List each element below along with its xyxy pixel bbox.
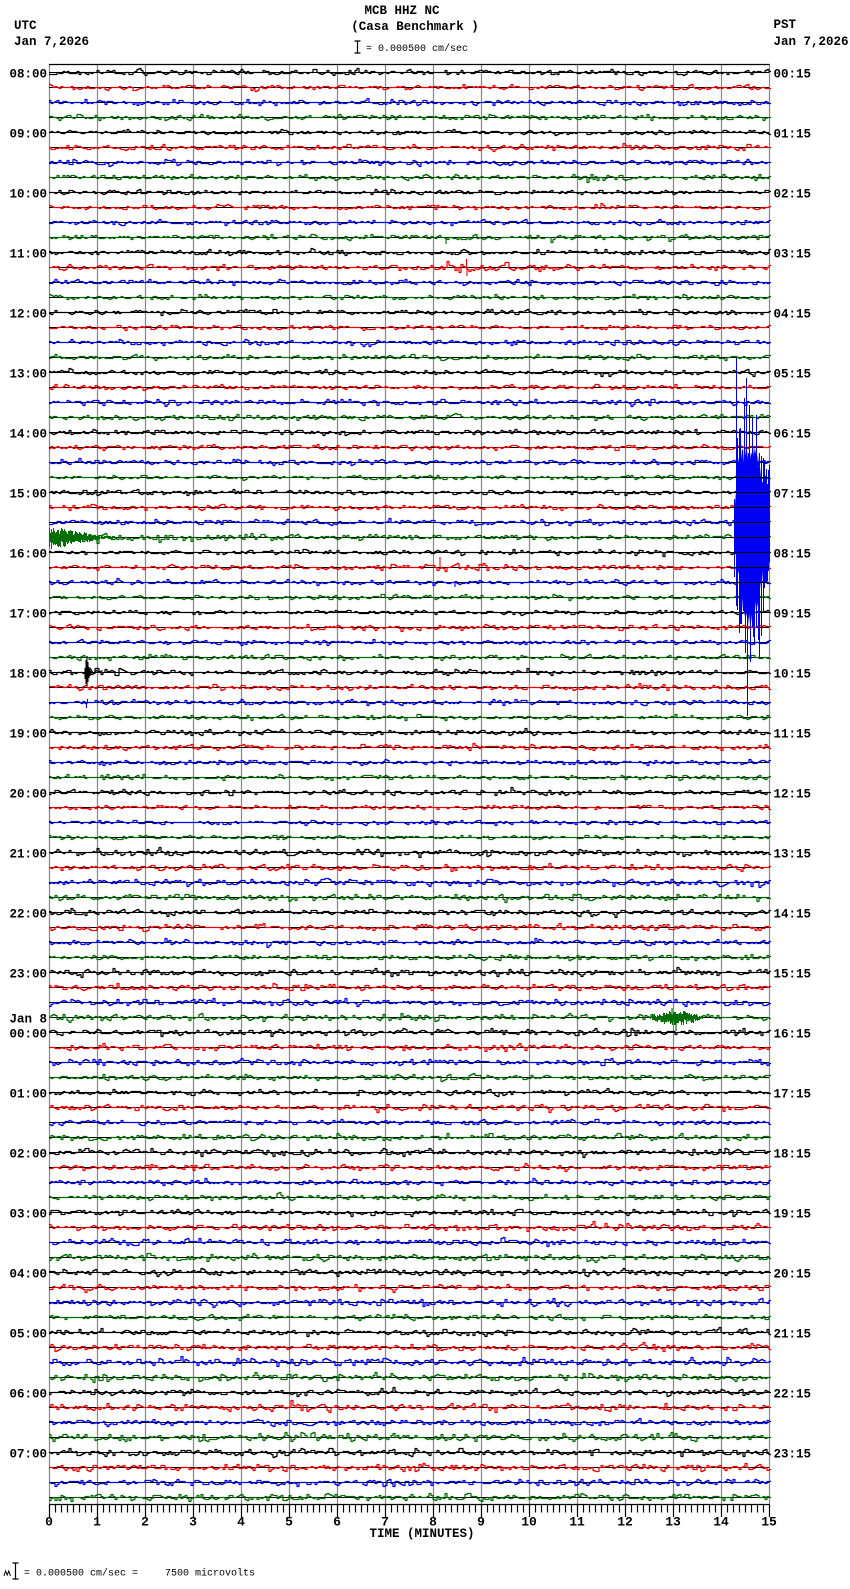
svg-text:00:00: 00:00 <box>9 1028 47 1042</box>
svg-text:23:00: 23:00 <box>9 968 47 982</box>
svg-text:17:00: 17:00 <box>9 608 47 622</box>
svg-text:04:15: 04:15 <box>774 308 812 322</box>
svg-text:Jan 7,2026: Jan 7,2026 <box>774 35 849 49</box>
svg-text:13: 13 <box>665 1515 681 1530</box>
svg-text:04:00: 04:00 <box>9 1268 47 1282</box>
svg-text:21:15: 21:15 <box>774 1328 812 1342</box>
svg-text:21:00: 21:00 <box>9 848 47 862</box>
svg-text:02:15: 02:15 <box>774 188 812 202</box>
svg-text:13:15: 13:15 <box>774 848 812 862</box>
svg-text:Jan 8: Jan 8 <box>9 1013 47 1027</box>
svg-text:17:15: 17:15 <box>774 1088 812 1102</box>
svg-text:Jan 7,2026: Jan 7,2026 <box>14 35 89 49</box>
svg-text:11:00: 11:00 <box>9 248 47 262</box>
svg-text:06:00: 06:00 <box>9 1388 47 1402</box>
svg-text:02:00: 02:00 <box>9 1148 47 1162</box>
svg-text:08:15: 08:15 <box>774 548 812 562</box>
svg-text:= 0.000500 cm/sec =: = 0.000500 cm/sec = <box>24 1568 138 1580</box>
svg-text:03:15: 03:15 <box>774 248 812 262</box>
svg-text:22:00: 22:00 <box>9 908 47 922</box>
svg-text:14:15: 14:15 <box>774 908 812 922</box>
svg-text:4: 4 <box>237 1515 245 1530</box>
svg-text:20:15: 20:15 <box>774 1268 812 1282</box>
svg-text:00:15: 00:15 <box>774 68 812 82</box>
svg-text:01:00: 01:00 <box>9 1088 47 1102</box>
svg-text:11:15: 11:15 <box>774 728 812 742</box>
svg-text:13:00: 13:00 <box>9 368 47 382</box>
svg-text:08:00: 08:00 <box>9 68 47 82</box>
svg-text:19:15: 19:15 <box>774 1208 812 1222</box>
svg-text:09:00: 09:00 <box>9 128 47 142</box>
svg-text:10: 10 <box>521 1515 537 1530</box>
svg-text:8: 8 <box>429 1515 437 1530</box>
svg-text:6: 6 <box>333 1515 341 1530</box>
svg-text:14: 14 <box>713 1515 729 1530</box>
svg-text:09:15: 09:15 <box>774 608 812 622</box>
svg-text:UTC: UTC <box>14 19 37 33</box>
svg-text:05:00: 05:00 <box>9 1328 47 1342</box>
svg-text:PST: PST <box>774 18 797 32</box>
svg-text:06:15: 06:15 <box>774 428 812 442</box>
svg-text:11: 11 <box>569 1515 585 1530</box>
svg-text:20:00: 20:00 <box>9 788 47 802</box>
svg-text:12: 12 <box>617 1515 633 1530</box>
svg-text:15: 15 <box>761 1515 777 1530</box>
svg-text:1: 1 <box>93 1515 101 1530</box>
svg-text:0: 0 <box>45 1515 53 1530</box>
svg-text:03:00: 03:00 <box>9 1208 47 1222</box>
svg-text:10:15: 10:15 <box>774 668 812 682</box>
svg-text:15:00: 15:00 <box>9 488 47 502</box>
svg-text:7: 7 <box>381 1515 389 1530</box>
svg-text:= 0.000500 cm/sec: = 0.000500 cm/sec <box>366 43 468 55</box>
svg-text:10:00: 10:00 <box>9 188 47 202</box>
svg-text:18:15: 18:15 <box>774 1148 812 1162</box>
svg-text:16:00: 16:00 <box>9 548 47 562</box>
svg-text:22:15: 22:15 <box>774 1388 812 1402</box>
svg-text:01:15: 01:15 <box>774 128 812 142</box>
svg-text:MCB HHZ NC: MCB HHZ NC <box>364 4 440 18</box>
svg-text:3: 3 <box>189 1515 197 1530</box>
svg-text:12:00: 12:00 <box>9 308 47 322</box>
svg-text:12:15: 12:15 <box>774 788 812 802</box>
svg-text:TIME (MINUTES): TIME (MINUTES) <box>369 1527 474 1541</box>
svg-text:05:15: 05:15 <box>774 368 812 382</box>
svg-text:14:00: 14:00 <box>9 428 47 442</box>
svg-text:07:15: 07:15 <box>774 488 812 502</box>
svg-text:19:00: 19:00 <box>9 728 47 742</box>
svg-text:7500 microvolts: 7500 microvolts <box>165 1568 255 1580</box>
svg-text:5: 5 <box>285 1515 293 1530</box>
svg-text:16:15: 16:15 <box>774 1028 812 1042</box>
svg-text:9: 9 <box>477 1515 485 1530</box>
svg-text:23:15: 23:15 <box>774 1448 812 1462</box>
svg-text:2: 2 <box>141 1515 149 1530</box>
svg-text:15:15: 15:15 <box>774 968 812 982</box>
svg-text:18:00: 18:00 <box>9 668 47 682</box>
svg-text:07:00: 07:00 <box>9 1448 47 1462</box>
svg-text:(Casa Benchmark ): (Casa Benchmark ) <box>351 20 479 34</box>
